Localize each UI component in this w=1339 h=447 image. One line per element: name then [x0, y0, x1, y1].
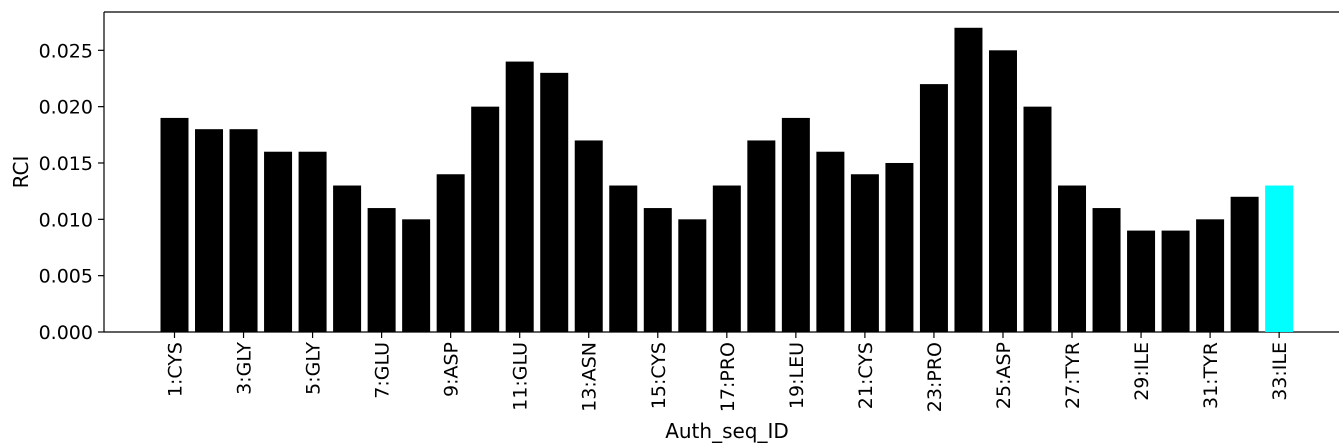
bar-31:TYR: [1196, 219, 1225, 332]
bar-28: [1092, 208, 1121, 332]
bar-29:ILE: [1127, 230, 1156, 332]
bar-32: [1230, 196, 1259, 332]
bar-5:GLY: [298, 151, 327, 332]
x-tick-label: 19:LEU: [786, 342, 808, 409]
x-tick-label: 3:GLY: [234, 342, 256, 395]
y-tick-label: 0.005: [39, 266, 93, 288]
x-tick-label: 33:ILE: [1269, 342, 1291, 401]
bar-9:ASP: [436, 174, 465, 332]
bar-8: [402, 219, 431, 332]
y-axis-label: RCI: [9, 156, 33, 189]
bar-18: [747, 140, 776, 332]
bar-3:GLY: [229, 129, 258, 332]
bar-10: [471, 106, 500, 332]
bar-15:CYS: [643, 208, 672, 332]
bar-20: [816, 151, 845, 332]
bar-11:GLU: [505, 61, 534, 333]
x-tick-label: 21:CYS: [855, 342, 877, 409]
bar-2: [195, 129, 224, 332]
y-tick-label: 0.025: [39, 40, 93, 62]
x-tick-label: 15:CYS: [648, 342, 670, 409]
x-tick-label: 9:ASP: [441, 342, 463, 397]
y-tick-label: 0.010: [39, 209, 93, 231]
bar-17:PRO: [712, 185, 741, 332]
x-tick-label: 27:TYR: [1062, 342, 1084, 409]
bar-19:LEU: [781, 117, 810, 332]
bar-27:TYR: [1058, 185, 1087, 332]
bar-22: [885, 162, 914, 332]
bar-21:CYS: [850, 174, 879, 332]
bar-16: [678, 219, 707, 332]
x-tick-label: 1:CYS: [165, 342, 187, 397]
x-tick-label: 13:ASN: [579, 342, 601, 412]
x-tick-label: 23:PRO: [924, 342, 946, 412]
x-tick-label: 29:ILE: [1131, 342, 1153, 401]
y-ticks-group: 0.000 0.005 0.010 0.015 0.020 0.025: [39, 40, 104, 344]
bar-30: [1161, 230, 1190, 332]
bar-14: [609, 185, 638, 332]
bar-26: [1023, 106, 1052, 332]
bar-7:GLU: [367, 208, 396, 332]
y-tick-label: 0.015: [39, 153, 93, 175]
x-tick-label: 11:GLU: [510, 342, 532, 411]
bars-group: [160, 27, 1294, 333]
x-tick-label: 17:PRO: [717, 342, 739, 412]
bar-1:CYS: [160, 117, 189, 332]
bar-4: [264, 151, 293, 332]
y-tick-label: 0.020: [39, 97, 93, 119]
bar-13:ASN: [574, 140, 603, 332]
bar-23:PRO: [919, 84, 948, 333]
x-tick-label: 31:TYR: [1200, 342, 1222, 409]
x-tick-label: 5:GLY: [303, 342, 325, 395]
x-axis-label: Auth_seq_ID: [665, 419, 789, 443]
bar-33:ILE: [1265, 185, 1294, 332]
x-tick-label: 7:GLU: [372, 342, 394, 399]
y-tick-label: 0.000: [39, 322, 93, 344]
bar-12: [540, 72, 569, 333]
x-ticks-group: 1:CYS 3:GLY 5:GLY 7:GLU 9:ASP 11:GLU 13:ASN 15:…: [165, 332, 1291, 412]
bar-24: [954, 27, 983, 332]
x-tick-label: 25:ASP: [993, 342, 1015, 409]
bar-6: [333, 185, 362, 332]
bar-25:ASP: [988, 50, 1017, 332]
